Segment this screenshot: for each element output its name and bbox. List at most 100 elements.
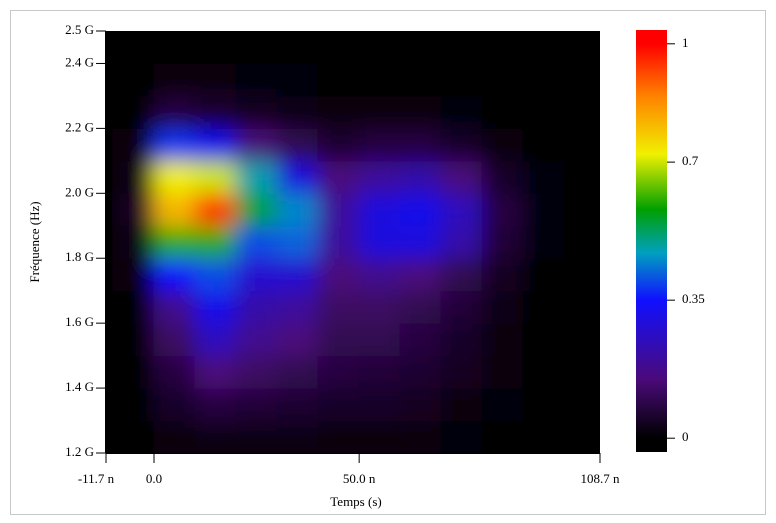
- heat-cell: [235, 355, 278, 389]
- heat-cell: [440, 420, 483, 453]
- heat-cell: [112, 127, 155, 162]
- heat-cell: [358, 290, 401, 324]
- heat-cell: [194, 257, 237, 292]
- heat-cell: [276, 387, 319, 422]
- x-axis-label: Temps (s): [330, 494, 381, 509]
- heat-cell: [276, 290, 319, 324]
- heat-cell: [522, 127, 565, 162]
- heat-cell: [399, 355, 442, 389]
- heat-cell: [276, 192, 319, 227]
- colorbar-tick-label: 1: [682, 35, 689, 50]
- heat-cell: [481, 322, 524, 357]
- x-tick-label: 50.0 n: [343, 471, 376, 486]
- heat-cell: [276, 225, 319, 259]
- heat-cell: [153, 160, 196, 194]
- heat-cell: [563, 322, 600, 357]
- heat-cell: [440, 62, 483, 97]
- heat-cell: [440, 160, 483, 194]
- heat-cell: [358, 225, 401, 259]
- heat-cell: [112, 257, 155, 292]
- heat-cell: [399, 290, 442, 324]
- heat-cell: [440, 290, 483, 324]
- heat-cell: [276, 127, 319, 162]
- heat-cell: [235, 31, 278, 64]
- heat-cell: [358, 387, 401, 422]
- heat-cell: [522, 420, 565, 453]
- y-tick-label: 2.2 G: [65, 119, 94, 134]
- heat-cell: [235, 160, 278, 194]
- y-tick-label: 1.8 G: [65, 249, 94, 264]
- y-tick-label: 2.5 G: [65, 22, 94, 37]
- heat-cell: [194, 192, 237, 227]
- heat-cell: [235, 192, 278, 227]
- heat-cell: [522, 62, 565, 97]
- heat-cell: [440, 355, 483, 389]
- heat-cell: [153, 95, 196, 129]
- heat-cell: [194, 322, 237, 357]
- heat-cell: [194, 355, 237, 389]
- heat-cell: [112, 62, 155, 97]
- heat-cell: [563, 290, 600, 324]
- heat-cell: [153, 290, 196, 324]
- heat-cell: [235, 127, 278, 162]
- heat-cell: [522, 95, 565, 129]
- heat-cell: [317, 127, 360, 162]
- heat-cell: [358, 62, 401, 97]
- heat-cell: [317, 62, 360, 97]
- heat-cell: [153, 192, 196, 227]
- heat-cell: [235, 257, 278, 292]
- heat-cell: [481, 95, 524, 129]
- heat-cell: [563, 387, 600, 422]
- heat-cell: [358, 420, 401, 453]
- heat-cell: [112, 160, 155, 194]
- heat-cell: [235, 420, 278, 453]
- heat-cell: [153, 62, 196, 97]
- heat-cell: [317, 322, 360, 357]
- heat-cell: [481, 257, 524, 292]
- y-tick-label: 1.2 G: [65, 444, 94, 459]
- heat-cell: [194, 225, 237, 259]
- heat-cell: [399, 95, 442, 129]
- colorbar-tick-label: 0.7: [682, 153, 699, 168]
- heat-cell: [563, 31, 600, 64]
- heat-cell: [481, 387, 524, 422]
- heat-cell: [112, 225, 155, 259]
- heat-cell: [235, 290, 278, 324]
- x-tick-label: -11.7 n: [78, 471, 115, 486]
- colorbar: [636, 30, 667, 452]
- heat-cell: [522, 160, 565, 194]
- heat-cell: [317, 257, 360, 292]
- heat-cell: [194, 160, 237, 194]
- heat-cell: [112, 192, 155, 227]
- heat-cell: [317, 225, 360, 259]
- heat-cell: [481, 355, 524, 389]
- heat-cell: [194, 387, 237, 422]
- heat-cell: [440, 31, 483, 64]
- heat-cell: [112, 95, 155, 129]
- heat-cell: [276, 31, 319, 64]
- heat-cell: [440, 127, 483, 162]
- heat-cell: [317, 420, 360, 453]
- heat-cell: [563, 160, 600, 194]
- heat-cell: [399, 322, 442, 357]
- heat-cell: [112, 322, 155, 357]
- colorbar-tick-label: 0.35: [682, 291, 705, 306]
- heat-cell: [522, 355, 565, 389]
- heat-cell: [276, 62, 319, 97]
- heat-cell: [317, 160, 360, 194]
- heat-cell: [481, 420, 524, 453]
- heat-cell: [276, 420, 319, 453]
- heat-cell: [481, 31, 524, 64]
- heat-cell: [112, 355, 155, 389]
- y-axis-label: Fréquence (Hz): [27, 201, 42, 282]
- heat-cell: [563, 127, 600, 162]
- heat-cell: [276, 257, 319, 292]
- y-tick-label: 1.6 G: [65, 314, 94, 329]
- heat-cell: [358, 257, 401, 292]
- heat-cell: [153, 355, 196, 389]
- heat-cell: [235, 387, 278, 422]
- heat-cell: [522, 225, 565, 259]
- heat-cell: [563, 62, 600, 97]
- heat-cell: [235, 322, 278, 357]
